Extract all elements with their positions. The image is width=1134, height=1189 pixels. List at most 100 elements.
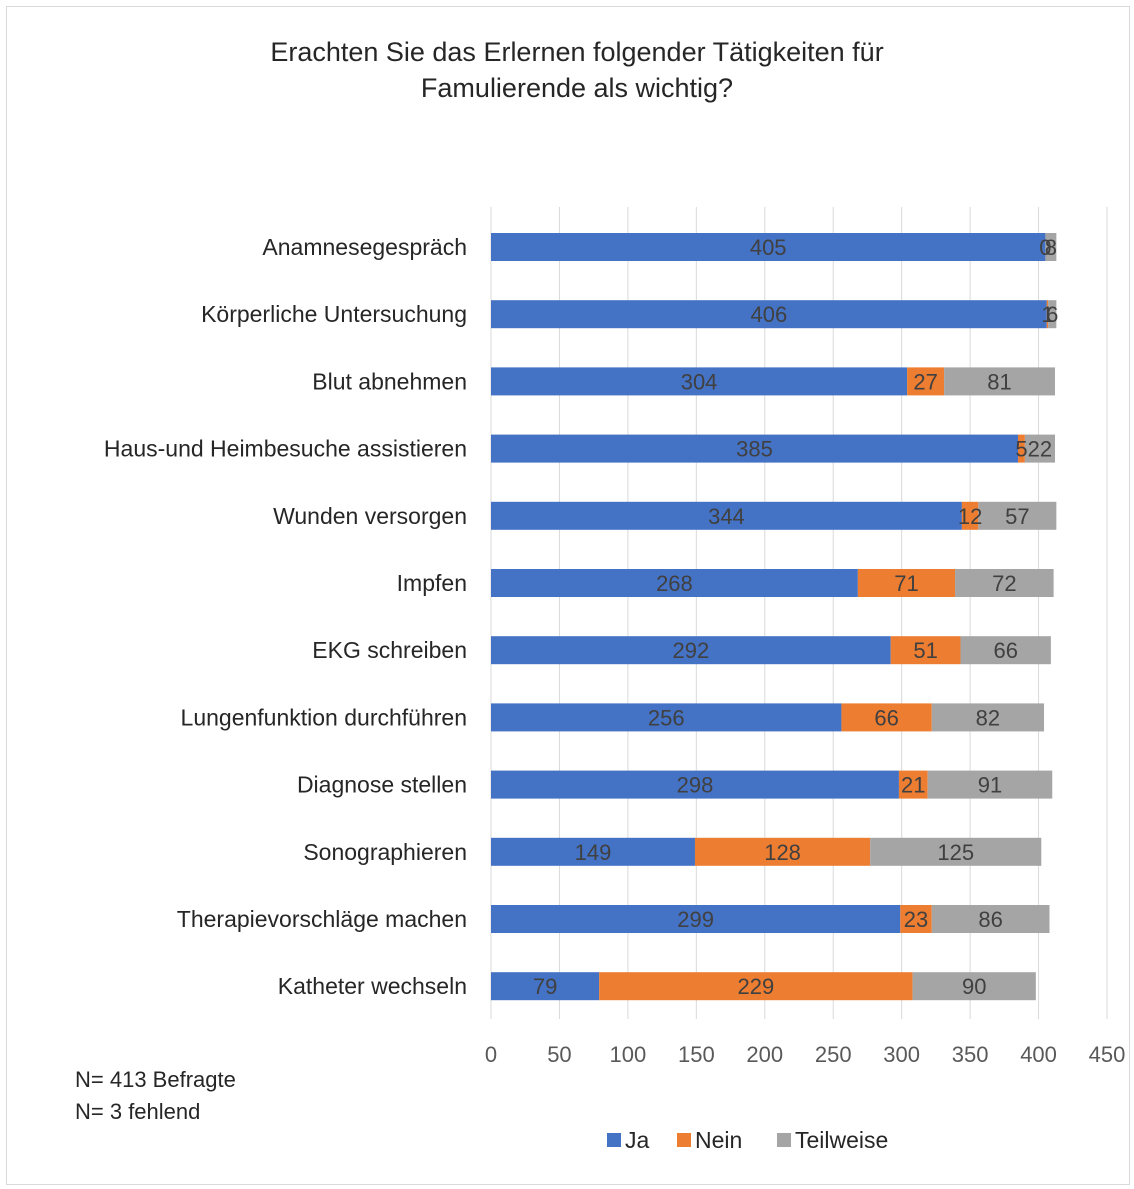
bar-segment-teilweise: [927, 770, 1053, 799]
bar-segment-nein: [599, 972, 913, 1001]
bar-segment-ja: [491, 367, 908, 396]
bar-segment-ja: [491, 972, 600, 1001]
x-tick-label: 200: [746, 1042, 783, 1067]
data-label: 71: [894, 571, 918, 596]
bar-segment-nein: [961, 501, 979, 530]
x-tick-label: 50: [547, 1042, 571, 1067]
bar-segment-teilweise: [870, 837, 1042, 866]
data-label: 66: [993, 638, 1017, 663]
data-label: 299: [677, 907, 714, 932]
category-label: Wunden versorgen: [273, 503, 467, 529]
bar-segment-teilweise: [931, 703, 1045, 732]
bar-segment-teilweise: [978, 501, 1057, 530]
bar-segment-teilweise: [912, 972, 1036, 1001]
data-label: 21: [901, 773, 925, 798]
legend: Ja Nein Teilweise: [607, 1127, 888, 1153]
data-label: 268: [656, 571, 693, 596]
bar-segment-teilweise: [1048, 300, 1057, 329]
data-label: 385: [736, 437, 773, 462]
category-label: Haus-und Heimbesuche assistieren: [104, 436, 467, 462]
bar-segment-nein: [1018, 434, 1025, 463]
bars: [491, 233, 1057, 1001]
data-label: 57: [1005, 504, 1029, 529]
bar-segment-nein: [841, 703, 932, 732]
x-tick-label: 150: [678, 1042, 715, 1067]
bar-segment-ja: [491, 434, 1019, 463]
legend-swatch-nein: [677, 1133, 691, 1147]
data-label: 256: [648, 705, 685, 730]
data-label: 23: [904, 907, 928, 932]
category-label: Blut abnehmen: [312, 368, 467, 394]
data-label: 82: [976, 705, 1000, 730]
data-label: 128: [764, 840, 801, 865]
data-label: 229: [738, 974, 775, 999]
bar-segment-nein: [890, 636, 961, 665]
data-label: 5: [1015, 437, 1027, 462]
category-label: Sonographieren: [303, 839, 467, 865]
category-label: Anamnesegespräch: [262, 234, 467, 260]
bar-segment-teilweise: [960, 636, 1051, 665]
x-tick-label: 300: [883, 1042, 920, 1067]
bar-segment-ja: [491, 569, 858, 597]
bar-segment-nein: [857, 569, 956, 597]
bar-segment-teilweise: [1045, 233, 1057, 261]
category-label: EKG schreiben: [312, 637, 467, 663]
x-tick-label: 450: [1089, 1042, 1126, 1067]
bar-segment-ja: [491, 837, 695, 866]
category-label: Lungenfunktion durchführen: [181, 704, 467, 730]
data-label: 1: [1041, 302, 1053, 327]
bar-segment-nein: [694, 837, 871, 866]
data-label: 406: [751, 302, 788, 327]
x-tick-label: 350: [952, 1042, 989, 1067]
data-label: 298: [677, 773, 714, 798]
data-label: 8: [1045, 235, 1057, 260]
bar-segment-ja: [491, 905, 901, 933]
category-label: Katheter wechseln: [278, 973, 467, 999]
data-label: 0: [1039, 235, 1051, 260]
data-label: 12: [958, 504, 982, 529]
chart-frame: Erachten Sie das Erlernen folgender Täti…: [6, 6, 1130, 1185]
category-labels: Anamnesegespräch Körperliche Untersuchung…: [104, 234, 467, 999]
stacked-bar-chart: Erachten Sie das Erlernen folgender Täti…: [75, 37, 1125, 1153]
legend-swatch-teilweise: [777, 1133, 791, 1147]
legend-label-nein: Nein: [695, 1127, 742, 1153]
bar-segment-teilweise: [944, 367, 1055, 396]
bar-segment-nein: [900, 905, 932, 933]
bar-segment-ja: [491, 770, 899, 799]
x-tick-label: 0: [485, 1042, 497, 1067]
data-label: 22: [1028, 437, 1052, 462]
data-label: 79: [533, 974, 557, 999]
bar-segment-teilweise: [1024, 434, 1055, 463]
bar-segment-ja: [491, 703, 842, 732]
category-label: Diagnose stellen: [297, 772, 467, 798]
gridlines: [490, 207, 1108, 1019]
data-label: 86: [978, 907, 1002, 932]
data-label: 81: [987, 369, 1011, 394]
data-label: 66: [874, 705, 898, 730]
legend-label-ja: Ja: [625, 1127, 650, 1153]
data-label: 51: [913, 638, 937, 663]
legend-label-teilweise: Teilweise: [795, 1127, 888, 1153]
category-label: Impfen: [397, 570, 467, 596]
bar-segment-nein: [898, 770, 928, 799]
bar-segment-teilweise: [931, 905, 1050, 933]
x-axis-tick-labels: 0 50 100 150 200 250 300 350 400 450: [485, 1042, 1125, 1067]
data-label: 149: [575, 840, 612, 865]
data-label: 27: [913, 369, 937, 394]
chart-title-line-2: Famulierende als wichtig?: [421, 73, 733, 103]
bar-segment-nein: [1046, 300, 1049, 329]
note-befragte: N= 413 Befragte: [75, 1067, 236, 1092]
data-label: 344: [708, 504, 745, 529]
data-label: 125: [937, 840, 974, 865]
x-tick-label: 250: [815, 1042, 852, 1067]
data-label: 405: [750, 235, 787, 260]
bar-segment-ja: [491, 636, 891, 665]
bar-segment-ja: [491, 233, 1046, 261]
bar-segment-ja: [491, 501, 962, 530]
data-label: 304: [681, 369, 718, 394]
bar-segment-nein: [907, 367, 945, 396]
category-label: Therapievorschläge machen: [177, 906, 467, 932]
chart-title-line-1: Erachten Sie das Erlernen folgender Täti…: [270, 37, 883, 67]
data-label: 91: [978, 773, 1002, 798]
legend-swatch-ja: [607, 1133, 621, 1147]
